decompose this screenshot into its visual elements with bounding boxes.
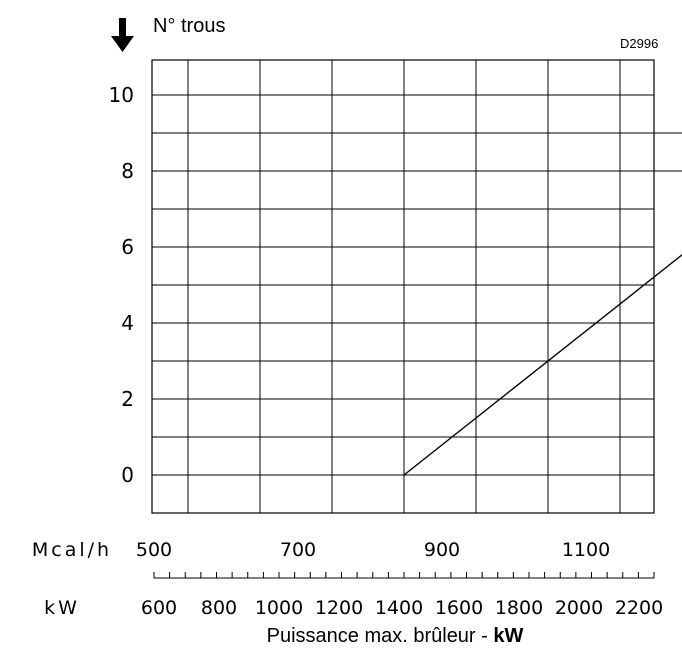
x2-tick-label: 2000	[555, 597, 603, 619]
x2-tick-label: 1800	[495, 597, 543, 619]
x2-tick-label: 800	[201, 597, 237, 619]
figure-code: D2996	[620, 36, 658, 51]
axes: 0246810500700900110013001500170019006008…	[109, 83, 664, 619]
plot-frame	[151, 59, 655, 514]
y-tick-label: 8	[121, 159, 134, 183]
y-axis-title: N° trous	[153, 15, 225, 37]
x2-tick-label: 1200	[315, 597, 363, 619]
x-tick-label: 900	[424, 539, 460, 561]
x-axis-title-prefix: Puissance max. brûleur -	[267, 625, 494, 647]
x-tick-label: 1100	[562, 539, 610, 561]
reference-lines	[642, 132, 682, 172]
y-tick-label: 2	[121, 387, 134, 411]
down-arrow-icon	[111, 18, 134, 52]
x2-tick-label: 2200	[615, 597, 663, 619]
y-tick-label: 4	[121, 311, 134, 335]
y-tick-label: 6	[121, 235, 134, 259]
x2-tick-label: 600	[141, 597, 177, 619]
y-tick-label: 10	[109, 83, 134, 107]
x2-tick-label: 1000	[255, 597, 303, 619]
x2-axis-unit-kw: kW	[44, 597, 80, 619]
grid	[151, 59, 682, 514]
x-axis-title-unit: kW	[493, 625, 523, 647]
y-tick-label: 0	[121, 463, 134, 487]
x2-tick-label: 1600	[435, 597, 483, 619]
x-tick-label: 700	[280, 539, 316, 561]
x2-tick-label: 1400	[375, 597, 423, 619]
x-tick-label: 500	[136, 539, 172, 561]
x-axis-title: Puissance max. brûleur - kW	[267, 625, 524, 647]
x-axis-unit-mcal: Mcal/h	[32, 539, 112, 561]
